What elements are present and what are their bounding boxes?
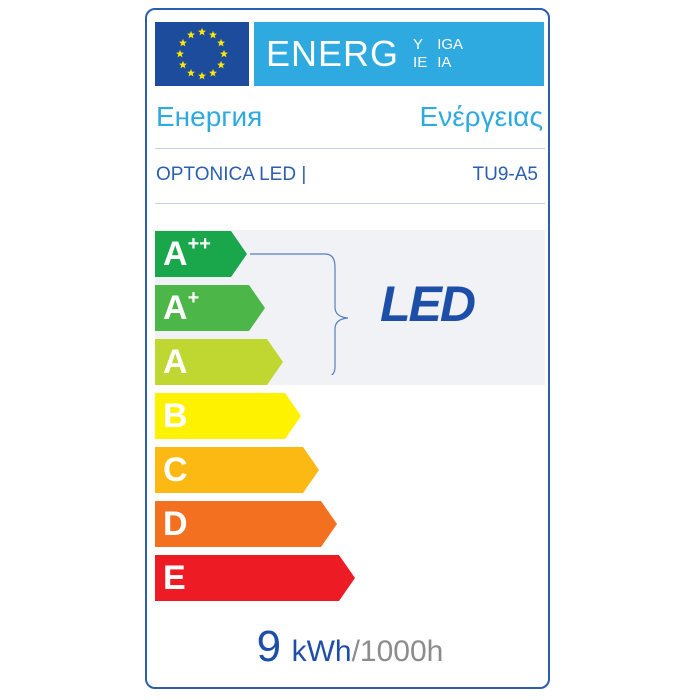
star-icon <box>198 27 206 36</box>
energy-class-ap: A+ <box>155 285 265 331</box>
class-arrow <box>155 285 265 331</box>
class-letter: C <box>163 451 188 489</box>
energy-class-d: D <box>155 501 337 547</box>
header-sup-1: Y <box>413 36 424 53</box>
energy-class-b: B <box>155 393 301 439</box>
energy-header: ENERG Y IGA IE IA <box>254 22 544 86</box>
model-id: TU9-A5 <box>472 164 538 185</box>
class-letter: B <box>163 397 188 435</box>
consumption: 9 kWh/1000h <box>0 622 700 682</box>
language-left: Енергия <box>156 101 263 132</box>
star-icon <box>178 60 187 69</box>
class-arrow <box>155 231 247 277</box>
star-icon <box>209 68 217 77</box>
star-icon <box>220 49 228 58</box>
energy-class-c: C <box>155 447 319 493</box>
star-icon <box>209 30 217 39</box>
class-letter: D <box>163 505 188 543</box>
header-sup-2: IGA <box>437 36 464 53</box>
class-arrow <box>155 555 355 601</box>
divider <box>155 203 545 204</box>
range-brace <box>250 253 349 375</box>
class-arrow <box>155 501 337 547</box>
energy-class-app: A++ <box>155 231 247 277</box>
language-right: Ενέργειας <box>419 101 543 132</box>
class-letter: A+ <box>163 287 200 327</box>
class-letter: E <box>163 559 186 597</box>
energy-class-e: E <box>155 555 355 601</box>
star-icon <box>187 30 195 39</box>
led-logo: LED <box>380 276 476 332</box>
class-letter: A++ <box>163 233 211 273</box>
star-icon <box>217 38 226 47</box>
consumption-value: 9 <box>256 622 282 671</box>
energy-class-a: A <box>155 339 283 385</box>
star-icon <box>187 68 195 77</box>
star-icon <box>178 38 187 47</box>
consumption-period: /1000h <box>351 635 444 668</box>
class-letter: A <box>163 343 188 381</box>
header-title: ENERG <box>266 33 400 74</box>
divider <box>155 148 545 149</box>
star-icon <box>198 71 206 80</box>
class-arrow <box>155 339 283 385</box>
header-suffixes: Y IGA IE IA <box>413 37 463 71</box>
consumption-unit: kWh <box>291 635 352 668</box>
class-arrow <box>155 393 301 439</box>
header-sub-2: IA <box>437 54 452 71</box>
energy-label-frame <box>145 8 550 689</box>
class-arrow <box>155 447 319 493</box>
supplier-name: OPTONICA LED | <box>156 164 307 185</box>
star-icon <box>176 49 184 58</box>
header-sub-1: IE <box>413 54 428 71</box>
eu-flag-icon <box>155 22 249 86</box>
star-icon <box>217 60 226 69</box>
